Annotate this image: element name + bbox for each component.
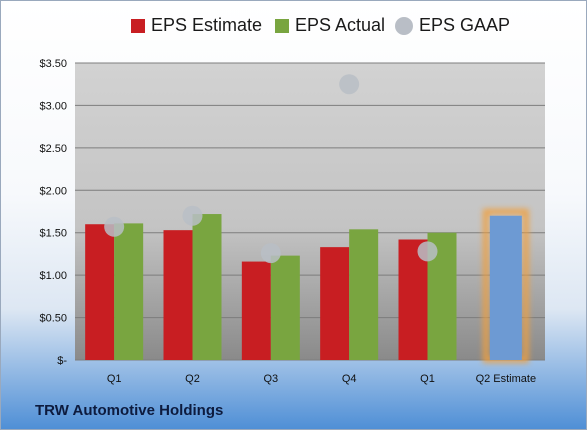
legend-item-eps-estimate: EPS Estimate <box>131 15 262 36</box>
x-tick-label: Q1 <box>107 373 122 385</box>
dot-eps-gaap <box>339 74 360 95</box>
legend-item-eps-actual: EPS Actual <box>275 15 385 36</box>
legend: EPS Estimate EPS Actual EPS GAAP <box>1 15 586 45</box>
plot-area <box>75 63 545 360</box>
dot-eps-gaap <box>260 243 281 264</box>
y-tick-label: $2.00 <box>39 185 67 197</box>
x-tick-label: Q2 Estimate <box>476 373 537 385</box>
legend-swatch-eps-estimate <box>131 18 145 33</box>
legend-swatch-eps-gaap <box>395 16 413 35</box>
x-tick-label: Q2 <box>185 373 200 385</box>
y-tick-label: $0.50 <box>39 313 67 325</box>
y-tick-label: $1.00 <box>39 270 67 282</box>
y-tick-label: $3.00 <box>39 100 67 112</box>
company-name: TRW Automotive Holdings <box>35 402 224 419</box>
legend-label-eps-actual: EPS Actual <box>295 15 386 35</box>
bar-eps-estimate <box>85 224 115 360</box>
x-tick-label: Q1 <box>420 373 435 385</box>
dot-eps-gaap <box>104 216 125 237</box>
y-tick-label: $1.50 <box>39 228 67 240</box>
bar-q2-estimate <box>489 215 522 360</box>
bar-eps-actual <box>270 255 300 360</box>
legend-item-eps-gaap: EPS GAAP <box>395 15 510 36</box>
y-tick-label: $2.50 <box>39 143 67 155</box>
dot-eps-gaap <box>417 241 438 262</box>
bar-eps-actual <box>114 223 144 360</box>
bar-eps-estimate <box>320 247 350 360</box>
bar-eps-estimate <box>241 261 271 360</box>
x-tick-label: Q4 <box>342 373 357 385</box>
x-tick-label: Q3 <box>263 373 278 385</box>
bar-eps-actual <box>349 229 379 360</box>
bar-eps-actual <box>192 214 222 360</box>
y-tick-label: $3.50 <box>39 58 67 70</box>
chart-svg: $- $0.50 $1.00 $1.50 $2.00 $2.50 $3.00 $3.50 Q1… <box>39 58 545 385</box>
legend-label-eps-gaap: EPS GAAP <box>419 15 511 35</box>
dot-eps-gaap <box>182 205 203 226</box>
y-tick-label: $- <box>57 355 67 367</box>
legend-swatch-eps-actual <box>275 18 289 33</box>
bar-eps-estimate <box>163 230 193 360</box>
legend-label-eps-estimate: EPS Estimate <box>151 15 263 35</box>
